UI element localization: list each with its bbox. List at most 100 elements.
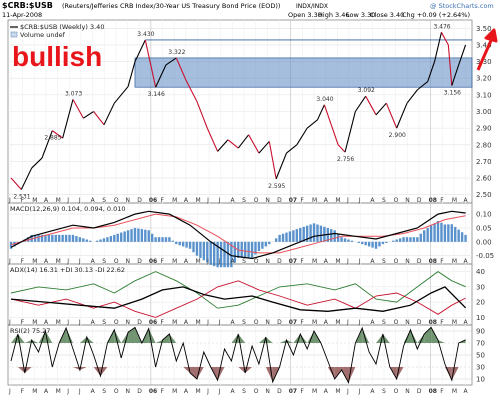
- rsi-y-tick-label: 90: [476, 328, 485, 336]
- x-tick-label: F: [161, 319, 165, 326]
- macd-histogram-bar: [192, 241, 195, 253]
- header-low: Low 3.30: [346, 11, 375, 19]
- macd-histogram-bar: [454, 226, 457, 242]
- price-segment: [385, 102, 398, 129]
- x-tick-label: S: [242, 388, 246, 395]
- x-tick-label: D: [277, 388, 282, 395]
- macd-histogram-bar: [299, 227, 302, 242]
- bullish-arrow-icon: [476, 28, 498, 71]
- rsi-overbought-fill: [17, 334, 25, 343]
- x-tick-label: 08: [429, 258, 437, 265]
- x-tick-label: F: [161, 197, 165, 204]
- x-tick-label: F: [300, 319, 304, 326]
- macd-line: [10, 210, 466, 260]
- rsi-overbought-fill: [24, 340, 32, 343]
- macd-histogram-bar: [199, 241, 202, 258]
- macd-histogram-bar: [140, 229, 144, 242]
- price-segment: [316, 104, 325, 121]
- x-tick-label: S: [382, 258, 386, 265]
- rsi-overbought-fill: [362, 328, 370, 343]
- price-segment: [440, 32, 449, 46]
- price-segment: [144, 39, 157, 88]
- x-tick-label: A: [184, 388, 189, 395]
- x-tick-label: M: [56, 258, 61, 265]
- x-tick-label: D: [137, 258, 142, 265]
- adx-y-tick-label: 10: [476, 314, 485, 322]
- price-segment: [41, 130, 53, 159]
- rsi-oversold-fill: [17, 367, 25, 373]
- x-tick-label: 07: [289, 258, 297, 265]
- macd-histogram-bar: [419, 233, 422, 242]
- macd-histogram-bar: [450, 224, 453, 242]
- x-tick-label: A: [370, 197, 375, 204]
- x-tick-label: A: [464, 319, 469, 326]
- price-segment: [354, 95, 367, 112]
- macd-histogram-bar: [281, 233, 285, 242]
- x-tick-label: M: [32, 258, 37, 265]
- price-y-tick-label: 2.50: [476, 191, 492, 199]
- macd-histogram-bar: [154, 237, 157, 242]
- x-tick-label: A: [370, 388, 375, 395]
- macd-histogram-bar: [305, 225, 309, 242]
- macd-histogram-bar: [51, 234, 54, 242]
- macd-histogram-bar: [230, 241, 233, 268]
- macd-histogram-bar: [398, 238, 402, 242]
- x-tick-label: F: [161, 258, 165, 265]
- macd-histogram-bar: [147, 230, 150, 242]
- macd-histogram-bar: [292, 230, 295, 242]
- x-tick-label: A: [91, 258, 96, 265]
- x-tick-label: N: [126, 319, 131, 326]
- macd-histogram-bar: [161, 237, 164, 242]
- x-tick-label: A: [464, 258, 469, 265]
- x-tick-label: O: [394, 319, 399, 326]
- x-tick-label: J: [66, 197, 69, 204]
- x-tick-label: M: [32, 197, 37, 204]
- x-tick-label: M: [172, 197, 177, 204]
- rsi-overbought-fill: [38, 331, 46, 343]
- macd-histogram-bar: [54, 234, 57, 242]
- x-tick-label: 06: [149, 258, 157, 265]
- macd-histogram-bar: [113, 234, 116, 242]
- price-segment: [451, 64, 460, 86]
- macd-histogram-bar: [367, 241, 371, 247]
- x-tick-label: J: [206, 197, 209, 204]
- x-tick-label: J: [346, 197, 349, 204]
- macd-histogram-bar: [106, 237, 109, 242]
- macd-histogram-bar: [312, 223, 316, 242]
- price-segment: [447, 44, 453, 86]
- price-data-label: 2.595: [268, 183, 285, 190]
- macd-histogram-bar: [30, 234, 33, 242]
- price-segment: [286, 144, 298, 154]
- x-tick-label: N: [265, 258, 270, 265]
- x-tick-label: S: [242, 258, 246, 265]
- x-tick-label: S: [382, 319, 386, 326]
- rsi-overbought-fill: [286, 340, 294, 343]
- macd-histogram-bar: [206, 241, 209, 263]
- volume-legend-swatch: [10, 31, 18, 38]
- macd-histogram-bar: [385, 241, 388, 243]
- macd-histogram-bar: [233, 241, 237, 263]
- rsi-overbought-fill: [279, 340, 287, 343]
- bullish-annotation: bullish: [12, 41, 102, 72]
- x-tick-label: D: [417, 258, 422, 265]
- price-segment: [237, 134, 250, 149]
- macd-histogram-bar: [405, 237, 409, 242]
- rsi-oversold-fill: [72, 367, 80, 370]
- price-segment: [344, 111, 356, 153]
- x-tick-label: A: [230, 319, 235, 326]
- x-tick-label: A: [44, 258, 49, 265]
- rsi-overbought-fill: [79, 337, 87, 343]
- x-tick-label: O: [254, 388, 259, 395]
- x-tick-label: M: [452, 197, 457, 204]
- x-tick-label: M: [452, 258, 457, 265]
- macd-histogram-bar: [164, 237, 168, 242]
- macd-histogram-bar: [357, 241, 361, 243]
- rsi-oversold-fill: [238, 367, 246, 373]
- x-tick-label: A: [230, 197, 235, 204]
- price-data-label: 3.092: [358, 87, 375, 94]
- x-tick-label: F: [440, 258, 444, 265]
- header-open: Open 3.30: [288, 11, 322, 19]
- x-tick-label: O: [254, 319, 259, 326]
- x-tick-label: S: [102, 319, 106, 326]
- rsi-overbought-fill: [403, 329, 411, 343]
